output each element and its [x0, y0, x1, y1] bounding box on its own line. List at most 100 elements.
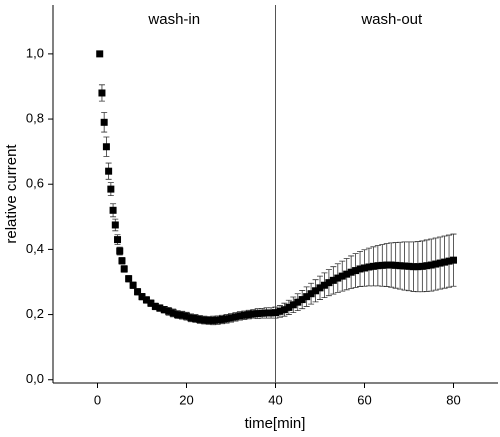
- point: [218, 315, 226, 323]
- point: [383, 261, 391, 269]
- point: [156, 304, 164, 312]
- point: [114, 236, 122, 244]
- point: [120, 265, 128, 273]
- point: [378, 261, 386, 269]
- point: [111, 221, 119, 229]
- point: [147, 299, 155, 307]
- annotation: wash-out: [360, 11, 423, 28]
- point: [129, 281, 137, 289]
- point: [142, 296, 150, 304]
- point: [409, 263, 417, 271]
- point: [276, 307, 284, 315]
- point: [294, 298, 302, 306]
- point: [138, 293, 146, 301]
- point: [307, 290, 315, 298]
- point: [100, 118, 108, 126]
- point: [196, 315, 204, 323]
- point: [374, 262, 382, 270]
- point: [187, 314, 195, 322]
- point: [109, 206, 117, 214]
- point: [392, 261, 400, 269]
- point: [316, 284, 324, 292]
- point: [102, 143, 110, 151]
- point: [258, 309, 266, 317]
- point: [174, 311, 182, 319]
- point: [343, 270, 351, 278]
- annotation: wash-in: [147, 11, 200, 28]
- point: [365, 263, 373, 271]
- point: [214, 316, 222, 324]
- point: [245, 311, 253, 319]
- x-tick-label: 80: [446, 392, 460, 407]
- point: [169, 309, 177, 317]
- point: [312, 287, 320, 295]
- point: [280, 306, 288, 314]
- point: [267, 309, 275, 317]
- point: [361, 264, 368, 272]
- point: [423, 262, 431, 270]
- point: [125, 275, 133, 283]
- point: [338, 272, 346, 280]
- y-tick-label: 0,2: [26, 306, 44, 321]
- point: [205, 316, 213, 324]
- point: [432, 260, 440, 268]
- point: [427, 261, 435, 269]
- point: [272, 309, 279, 317]
- point: [263, 309, 271, 317]
- point: [116, 247, 124, 255]
- point: [369, 262, 377, 270]
- x-tick-label: 60: [357, 392, 371, 407]
- point: [356, 265, 364, 273]
- point: [134, 288, 142, 296]
- point: [445, 257, 453, 265]
- point: [387, 261, 395, 269]
- y-tick-label: 0,6: [26, 176, 44, 191]
- x-tick-label: 40: [268, 392, 282, 407]
- point: [98, 89, 106, 97]
- point: [285, 303, 293, 311]
- point: [209, 316, 217, 324]
- point: [160, 306, 168, 314]
- point: [298, 296, 306, 304]
- y-tick-label: 0,4: [26, 241, 44, 256]
- point: [107, 185, 115, 193]
- point: [450, 256, 457, 264]
- point: [352, 267, 360, 275]
- point: [96, 50, 104, 58]
- point: [249, 310, 257, 318]
- point: [334, 274, 342, 282]
- point: [254, 310, 262, 318]
- x-tick-label: 0: [94, 392, 101, 407]
- point: [240, 311, 248, 319]
- point: [118, 257, 126, 265]
- point: [418, 262, 426, 270]
- y-tick-label: 0,8: [26, 110, 44, 125]
- point: [165, 307, 173, 315]
- point: [303, 293, 311, 301]
- point: [227, 314, 235, 322]
- point: [178, 311, 186, 319]
- point: [441, 258, 449, 266]
- y-axis-title: relative current: [3, 144, 20, 244]
- point: [200, 316, 208, 324]
- point: [396, 262, 404, 270]
- point: [105, 167, 113, 175]
- point: [183, 312, 190, 320]
- point: [401, 262, 409, 270]
- point: [436, 259, 444, 267]
- point: [289, 301, 297, 309]
- point: [151, 302, 159, 310]
- point: [347, 268, 355, 276]
- y-tick-label: 0,0: [26, 371, 44, 386]
- point: [405, 262, 413, 270]
- x-tick-label: 20: [179, 392, 193, 407]
- point: [231, 313, 239, 321]
- x-axis-title: time[min]: [245, 415, 306, 432]
- y-tick-label: 1,0: [26, 45, 44, 60]
- point: [223, 315, 231, 323]
- point: [414, 263, 422, 271]
- point: [320, 281, 328, 289]
- point: [236, 312, 244, 320]
